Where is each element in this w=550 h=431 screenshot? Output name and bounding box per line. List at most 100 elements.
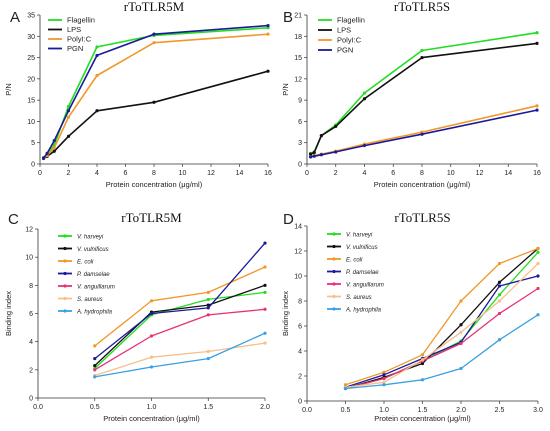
y-tick-label: 0 — [298, 162, 302, 169]
y-axis-label: P/N — [281, 83, 290, 96]
x-tick-label: 0.0 — [302, 407, 312, 414]
legend-label: LPS — [337, 26, 351, 35]
data-point — [420, 353, 425, 357]
legend-label: PGN — [337, 46, 353, 55]
legend-marker — [63, 296, 67, 301]
legend-label: LPS — [67, 25, 81, 34]
legend-label: V. vulnificus — [346, 245, 378, 251]
legend-label: S. aureus — [77, 297, 103, 303]
data-point — [319, 153, 323, 157]
legend-item: V. harveyi — [58, 234, 104, 241]
data-point — [263, 341, 267, 345]
y-tick-label: 0 — [298, 399, 302, 406]
x-tick-label: 10 — [179, 170, 187, 177]
data-point — [319, 134, 323, 138]
y-tick-label: 2 — [298, 374, 302, 381]
x-tick-label: 6 — [124, 170, 128, 177]
data-point — [312, 151, 316, 155]
data-point — [382, 383, 386, 387]
data-point — [206, 290, 210, 294]
legend-marker — [63, 271, 67, 276]
data-point — [266, 32, 270, 36]
data-point — [497, 338, 502, 342]
data-point — [93, 356, 97, 361]
series-v-harveyi — [93, 290, 267, 371]
data-point — [459, 341, 463, 346]
legend-item: PolyI:C — [48, 35, 92, 44]
data-point — [459, 323, 463, 327]
data-point — [420, 358, 425, 362]
series-s-aureus — [93, 341, 267, 378]
y-tick-label: 6 — [29, 311, 33, 318]
x-tick-label: 1.0 — [147, 404, 157, 411]
series-line — [94, 332, 266, 378]
data-point — [497, 284, 502, 288]
series-e-coli — [343, 246, 540, 387]
data-point — [535, 108, 539, 112]
y-tick-label: 20 — [27, 76, 35, 83]
series-line — [345, 314, 539, 390]
data-point — [382, 376, 386, 381]
data-point — [52, 146, 56, 150]
y-tick-label: 18 — [294, 34, 302, 41]
legend-label: E. coli — [77, 260, 94, 266]
legend-label: P. damselae — [77, 272, 110, 278]
legend-marker — [332, 294, 336, 299]
data-point — [536, 250, 540, 254]
x-tick-label: 2 — [67, 170, 71, 177]
data-point — [263, 290, 267, 294]
x-tick-label: 1.5 — [418, 407, 428, 414]
legend-label: S. aureus — [346, 295, 372, 301]
panel-letter: B — [283, 9, 293, 26]
panel-title: rToTLR5S — [394, 210, 450, 225]
data-point — [535, 104, 539, 108]
y-tick-label: 4 — [298, 349, 302, 356]
legend-marker — [63, 309, 67, 313]
legend-item: A. hydrophila — [58, 309, 113, 316]
data-point — [308, 155, 313, 159]
x-tick-label: 8 — [420, 170, 424, 177]
legend-marker — [332, 307, 336, 311]
y-tick-label: 2 — [29, 367, 33, 374]
x-tick-label: 4 — [363, 170, 367, 177]
data-point — [334, 150, 338, 154]
series-v-anguillarum — [93, 307, 267, 372]
data-point — [497, 311, 502, 316]
x-tick-label: 0 — [305, 170, 309, 177]
x-tick-label: 8 — [152, 170, 156, 177]
x-tick-label: 2 — [334, 170, 338, 177]
legend-marker — [332, 244, 336, 249]
data-point — [66, 134, 71, 138]
y-tick-label: 9 — [298, 98, 302, 105]
legend-item: P. damselae — [58, 271, 110, 278]
legend: V. harveyi V. vulnificus E. coli P. damsela… — [327, 232, 384, 314]
x-axis-label: Protein concentration (μg/ml) — [106, 180, 203, 189]
legend-item: V. harveyi — [327, 232, 373, 239]
legend-item: LPS — [48, 25, 81, 34]
x-tick-label: 12 — [476, 170, 484, 177]
series-lps — [308, 41, 539, 156]
y-tick-label: 25 — [27, 55, 35, 62]
legend-label: PolyI:C — [67, 35, 92, 44]
y-tick-label: 8 — [29, 283, 33, 290]
legend: V. harveyi V. vulnificus E. coli P. damsela… — [58, 234, 115, 316]
legend-item: PolyI:C — [318, 36, 362, 45]
data-point — [206, 313, 210, 317]
data-point — [536, 246, 540, 251]
legend-label: V. harveyi — [346, 233, 373, 239]
x-tick-label: 6 — [391, 170, 395, 177]
x-axis-label: Protein concentration (μg/ml) — [103, 414, 200, 423]
series-line — [345, 263, 539, 388]
legend-marker — [63, 234, 67, 238]
x-tick-label: 4 — [95, 170, 99, 177]
x-tick-label: 0.0 — [33, 404, 43, 411]
series-line — [94, 284, 266, 367]
series-a-hydrophila — [343, 313, 540, 391]
legend-label: E. coli — [346, 258, 363, 264]
legend-item: V. vulnificus — [327, 244, 378, 251]
x-tick-label: 16 — [264, 170, 272, 177]
legend-item: V. anguillarum — [58, 284, 115, 291]
y-tick-label: 15 — [294, 55, 302, 62]
